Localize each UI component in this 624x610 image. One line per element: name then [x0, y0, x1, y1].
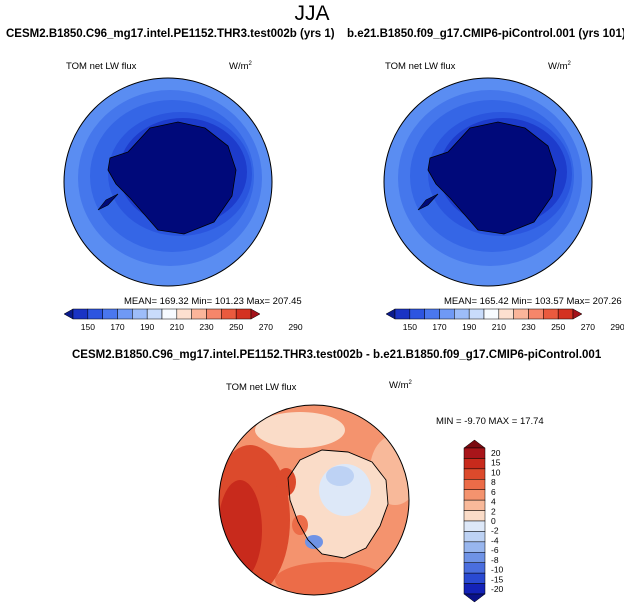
- panel1-colorbar-swatch: [191, 308, 207, 320]
- panel2-colorbar-swatch: [454, 308, 470, 320]
- diff-colorbar-swatch: [463, 572, 486, 584]
- panel1-colorbar-swatch: [176, 308, 192, 320]
- panel1-stats: MEAN= 169.32 Min= 101.23 Max= 207.45: [124, 296, 302, 307]
- panel2-colorbar: 150 170 190 210 230 250 270 290: [385, 308, 624, 332]
- panel2-colorbar-swatch: [409, 308, 425, 320]
- diff-colorbar-swatch: [463, 562, 486, 574]
- panel2-colorbar-tick-label: 230: [521, 322, 535, 332]
- season-title: JJA: [294, 2, 330, 25]
- diff-colorbar-swatch: [463, 499, 486, 511]
- diff-colorbar-swatch: [463, 439, 486, 449]
- panel2-colorbar-tick-label: 210: [492, 322, 506, 332]
- diff-colorbar-tick-label: -6: [491, 545, 499, 555]
- diff-colorbar-tick-label: 4: [491, 497, 496, 507]
- panel1-colorbar-tick-label: 210: [170, 322, 184, 332]
- panel2-colorbar-swatch: [424, 308, 440, 320]
- panel2-colorbar-tick-label: 270: [581, 322, 595, 332]
- panel2-colorbar-swatch: [513, 308, 529, 320]
- diff-colorbar-tick-label: -2: [491, 526, 499, 536]
- panel2-colorbar-tick-label: 290: [610, 322, 624, 332]
- diff-colorbar-tick-label: -8: [491, 555, 499, 565]
- panel1-variable-label: TOM net LW flux: [66, 61, 137, 72]
- panel1-colorbar-tick-label: 190: [140, 322, 154, 332]
- panel1-colorbar-swatch: [72, 308, 89, 320]
- panel1-colorbar-swatch: [87, 308, 103, 320]
- diff-colorbar-swatch: [463, 468, 486, 480]
- panel1-polar-map: [63, 77, 273, 287]
- panel1-colorbar-tick-label: 170: [110, 322, 124, 332]
- panel2-colorbar-swatch: [543, 308, 559, 320]
- panel2-colorbar-swatch: [385, 308, 396, 320]
- diff-colorbar-tick-label: 15: [491, 458, 501, 468]
- panel1-colorbar-swatch: [63, 308, 74, 320]
- panel2-colorbar-swatch: [394, 308, 411, 320]
- panel1-colorbar-swatch: [102, 308, 118, 320]
- diff-colorbar-swatch: [463, 593, 486, 603]
- diff-colorbar-tick-label: -20: [491, 584, 504, 594]
- diff-colorbar-tick-label: 20: [491, 448, 501, 458]
- panel1-colorbar-swatch: [206, 308, 222, 320]
- panel2-polar-map: [383, 77, 593, 287]
- panel2-colorbar-tick-label: 150: [403, 322, 417, 332]
- diff-colorbar-swatch: [463, 458, 486, 470]
- diff-colorbar-swatch: [463, 447, 486, 459]
- panel2-colorbar-swatch: [439, 308, 455, 320]
- diff-colorbar-tick-label: 10: [491, 467, 501, 477]
- diff-units-label: W/m2: [389, 380, 412, 392]
- diff-variable-label: TOM net LW flux: [226, 382, 297, 393]
- panel1-colorbar-swatch: [117, 308, 133, 320]
- panel1-colorbar-tick-label: 150: [81, 322, 95, 332]
- panel1-colorbar-tick-label: 270: [259, 322, 273, 332]
- panel2-colorbar-tick-label: 250: [551, 322, 565, 332]
- diff-colorbar-swatch: [463, 520, 486, 532]
- panel2-colorbar-tick-label: 170: [432, 322, 446, 332]
- diff-colorbar-swatch: [463, 583, 486, 595]
- panel1-colorbar: 150 170 190 210 230 250 270 290: [63, 308, 303, 332]
- panel1-colorbar-tick-label: 250: [229, 322, 243, 332]
- panel1-colorbar-swatch: [250, 308, 261, 320]
- panel1-colorbar-tick-label: 230: [199, 322, 213, 332]
- panel2-colorbar-swatch: [483, 308, 500, 320]
- panel2-units-label: W/m2: [548, 61, 571, 73]
- panel2-case-title: b.e21.B1850.f09_g17.CMIP6-piControl.001 …: [347, 28, 624, 40]
- diff-colorbar-swatch: [463, 531, 486, 543]
- diff-colorbar-swatch: [463, 510, 486, 522]
- diff-colorbar-tick-label: -15: [491, 574, 504, 584]
- diff-colorbar-tick-label: -10: [491, 565, 504, 575]
- diff-colorbar-swatch: [463, 489, 486, 501]
- panel1-units-label: W/m2: [229, 61, 252, 73]
- panel1-case-title: CESM2.B1850.C96_mg17.intel.PE1152.THR3.t…: [6, 28, 335, 40]
- panel2-stats: MEAN= 165.42 Min= 103.57 Max= 207.26: [444, 296, 622, 307]
- panel2-colorbar-swatch: [528, 308, 544, 320]
- diff-colorbar-swatch: [463, 479, 486, 490]
- diff-colorbar-tick-label: 0: [491, 516, 496, 526]
- panel1-colorbar-swatch: [235, 308, 252, 320]
- panel2-colorbar-tick-label: 190: [462, 322, 476, 332]
- diff-title: CESM2.B1850.C96_mg17.intel.PE1152.THR3.t…: [72, 349, 602, 361]
- panel2-colorbar-swatch: [498, 308, 514, 320]
- panel1-colorbar-swatch: [132, 308, 148, 320]
- diff-colorbar-tick-label: 8: [491, 477, 496, 487]
- panel2-colorbar-swatch: [572, 308, 583, 320]
- diff-colorbar-swatch: [463, 552, 486, 563]
- diff-colorbar-tick-label: 2: [491, 506, 496, 516]
- diff-colorbar-swatch: [463, 541, 486, 553]
- panel2-colorbar-swatch: [468, 308, 485, 320]
- panel2-variable-label: TOM net LW flux: [385, 61, 456, 72]
- panel1-colorbar-tick-label: 290: [288, 322, 302, 332]
- panel2-colorbar-swatch: [557, 308, 574, 320]
- diff-colorbar-tick-label: 6: [491, 487, 496, 497]
- diff-stats: MIN = -9.70 MAX = 17.74: [436, 416, 544, 427]
- diff-colorbar-tick-label: -4: [491, 535, 499, 545]
- panel1-colorbar-swatch: [161, 308, 178, 320]
- panel1-colorbar-swatch: [221, 308, 237, 320]
- diff-polar-map: [218, 404, 410, 596]
- panel1-colorbar-swatch: [146, 308, 163, 320]
